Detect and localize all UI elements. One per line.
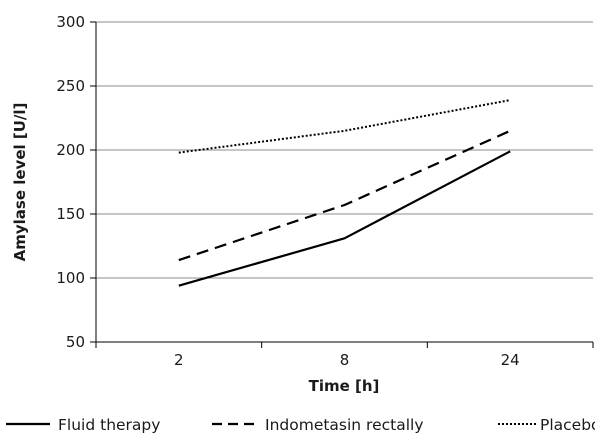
y-tick-label: 250	[56, 77, 85, 95]
y-tick-label: 300	[56, 13, 85, 31]
series-line-placebo	[178, 99, 511, 154]
legend-label-placebo: Placebo	[540, 416, 595, 434]
legend: Fluid therapy Indometasin rectally Place…	[6, 416, 595, 434]
legend-label-indometasin-rectally: Indometasin rectally	[265, 416, 424, 434]
y-axis-title: Amylase level [U/l]	[11, 103, 29, 262]
axes	[90, 21, 594, 348]
x-tick-labels: 2 8 24	[174, 351, 520, 369]
y-tick-label: 100	[56, 269, 85, 287]
x-tick-label: 24	[501, 351, 520, 369]
y-tick-label: 50	[66, 333, 85, 351]
legend-label-fluid-therapy: Fluid therapy	[58, 416, 160, 434]
series-lines	[178, 99, 511, 287]
y-tick-label: 200	[56, 141, 85, 159]
x-axis-title: Time [h]	[309, 377, 380, 395]
series-line-indometasin-rectally	[178, 129, 511, 262]
series-line-fluid-therapy	[178, 150, 511, 287]
x-tick-label: 8	[340, 351, 350, 369]
x-tick-label: 2	[174, 351, 184, 369]
y-tick-labels: 50 100 150 200 250 300	[56, 13, 85, 351]
gridlines	[96, 21, 593, 279]
y-tick-label: 150	[56, 205, 85, 223]
